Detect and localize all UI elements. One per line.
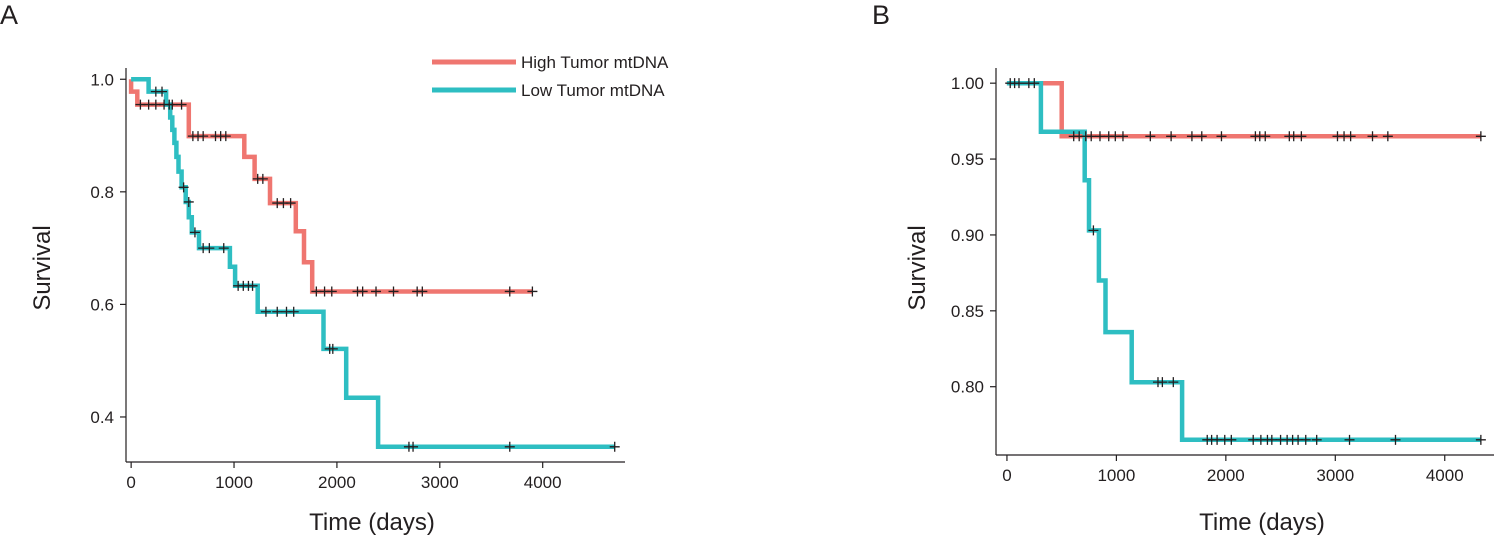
panel-b-censor-mark-high bbox=[1145, 131, 1156, 142]
panel-b-censor-mark-high bbox=[1117, 131, 1128, 142]
panel-b-y-axis-title: Survival bbox=[904, 225, 931, 310]
panel-b-censor-mark-low bbox=[1157, 377, 1168, 388]
panel-a-plot-area: 0 1000 2000 3000 4000 0.4 0.6 0.8 1.0 bbox=[90, 68, 625, 492]
panel-a-censor-mark-high bbox=[220, 131, 231, 142]
panel-b-censor-mark-high bbox=[1196, 131, 1207, 142]
panel-b-y-tick-label: 0.95 bbox=[951, 150, 984, 169]
panel-b-censor-mark-high bbox=[1367, 131, 1378, 142]
panel-b-censor-mark-low bbox=[1266, 434, 1277, 445]
panel-b-censor-mark-low bbox=[1226, 434, 1237, 445]
panel-b-plot-area: 0 1000 2000 3000 4000 0.80 0.85 0.90 0.95 1.00 bbox=[951, 68, 1494, 485]
panel-b-censor-mark-high bbox=[1216, 131, 1227, 142]
panel-b-censor-mark-low bbox=[1088, 225, 1099, 236]
panel-a-censor-mark-high bbox=[417, 286, 428, 297]
panel-a-censor-mark-low bbox=[609, 441, 620, 452]
panel-a-y-tick-label: 0.6 bbox=[90, 295, 114, 314]
panel-a-censor-mark-low bbox=[247, 280, 258, 291]
panel-a-censor-mark-low bbox=[218, 243, 229, 254]
panel-a-x-axis-title: Time (days) bbox=[309, 509, 435, 536]
panel-b-x-tick-label: 2000 bbox=[1207, 466, 1245, 485]
panel-b-censor-mark-low bbox=[1013, 78, 1024, 89]
panel-b-censor-mark-high bbox=[1475, 131, 1486, 142]
panel-a-censor-mark-low bbox=[189, 227, 200, 238]
panel-b-censor-mark-low bbox=[1344, 434, 1355, 445]
panel-b-censor-mark-low bbox=[1390, 434, 1401, 445]
panel-a-censor-mark-low bbox=[504, 441, 515, 452]
panel-a-censor-mark-low bbox=[178, 182, 189, 193]
panel-b-censor-mark-high bbox=[1094, 131, 1105, 142]
panel-a-censor-mark-high bbox=[326, 286, 337, 297]
panel-b-censor-mark-low bbox=[1300, 434, 1311, 445]
panel-a-x-tick-label: 3000 bbox=[421, 473, 459, 492]
panel-b-y-tick-label: 0.90 bbox=[951, 226, 984, 245]
panel-a-x-tick-label: 1000 bbox=[215, 473, 253, 492]
panel-b-x-tick-label: 3000 bbox=[1316, 466, 1354, 485]
legend-label-low: Low Tumor mtDNA bbox=[521, 81, 665, 100]
panel-b-censor-mark-high bbox=[1382, 131, 1393, 142]
panel-b-x-tick-label: 0 bbox=[1002, 466, 1011, 485]
panel-a-x-tick-label: 2000 bbox=[318, 473, 356, 492]
panel-b-censor-mark-high bbox=[1186, 131, 1197, 142]
panel-a-censor-mark-high bbox=[527, 286, 538, 297]
panel-a-censor-mark-high bbox=[371, 286, 382, 297]
legend: High Tumor mtDNA Low Tumor mtDNA bbox=[432, 53, 669, 100]
panel-b-x-axis-title: Time (days) bbox=[1199, 509, 1325, 536]
panel-b-y-tick-label: 1.00 bbox=[951, 74, 984, 93]
panel-b-censor-mark-high bbox=[1166, 131, 1177, 142]
panel-a-y-axis-title: Survival bbox=[29, 225, 56, 310]
panel-a-censor-mark-low bbox=[260, 306, 271, 317]
panel-a-censor-mark-high bbox=[357, 286, 368, 297]
panel-a-series-high-line bbox=[128, 79, 533, 294]
panel-a-x-tick-label: 0 bbox=[126, 473, 135, 492]
panel-b-censor-mark-high bbox=[1260, 131, 1271, 142]
panel-b-censor-mark-high bbox=[1345, 131, 1356, 142]
panel-a-censor-mark-high bbox=[388, 286, 399, 297]
panel-b-chart: B 0 1000 2000 3000 40000.800.850.900.951.00 … bbox=[872, 0, 1494, 536]
panel-a-y-tick-label: 0.8 bbox=[90, 183, 114, 202]
panel-b-censor-mark-low bbox=[1475, 434, 1486, 445]
panel-a-censor-mark-low bbox=[157, 86, 168, 97]
panel-a-chart: A 0 1000 2000 3000 4000 0.4 0.6 0.8 1.0 Time (da… bbox=[0, 0, 625, 536]
panel-b-x-tick-label: 1000 bbox=[1097, 466, 1135, 485]
panel-a-censor-mark-low bbox=[408, 441, 419, 452]
panel-b-censor-mark-high bbox=[1086, 131, 1097, 142]
panel-a-censor-mark-low bbox=[288, 306, 299, 317]
panel-a-censor-mark-low bbox=[183, 196, 194, 207]
panel-a-censor-mark-high bbox=[176, 99, 187, 110]
panel-b-y-tick-label: 0.85 bbox=[951, 302, 984, 321]
panel-b-censor-mark-high bbox=[1296, 131, 1307, 142]
panel-a-censor-mark-low bbox=[204, 243, 215, 254]
panel-a-censor-mark-low bbox=[327, 343, 338, 354]
panel-b-x-tick-label: 4000 bbox=[1426, 466, 1464, 485]
panel-b-y-tick-label: 0.80 bbox=[951, 378, 984, 397]
panel-a-label: A bbox=[0, 0, 18, 30]
panel-b-censor-mark-low bbox=[1168, 377, 1179, 388]
panel-a-censor-mark-high bbox=[285, 198, 296, 209]
panel-a-censor-mark-low bbox=[272, 306, 283, 317]
legend-label-high: High Tumor mtDNA bbox=[521, 53, 669, 72]
panel-b-censor-mark-low bbox=[1029, 78, 1040, 89]
panel-a-y-tick-label: 1.0 bbox=[90, 70, 114, 89]
panel-b-censor-mark-low bbox=[1311, 434, 1322, 445]
panel-a-y-tick-label: 0.4 bbox=[90, 408, 114, 427]
panel-a-censor-mark-low bbox=[164, 99, 175, 110]
panel-b-series-high-line bbox=[1006, 80, 1481, 139]
panel-a-censor-mark-high bbox=[504, 286, 515, 297]
panel-a-x-tick-label: 4000 bbox=[524, 473, 562, 492]
panel-b-label: B bbox=[872, 0, 890, 30]
panel-a-censor-mark-high bbox=[198, 131, 209, 142]
panel-a-censor-mark-high bbox=[257, 173, 268, 184]
